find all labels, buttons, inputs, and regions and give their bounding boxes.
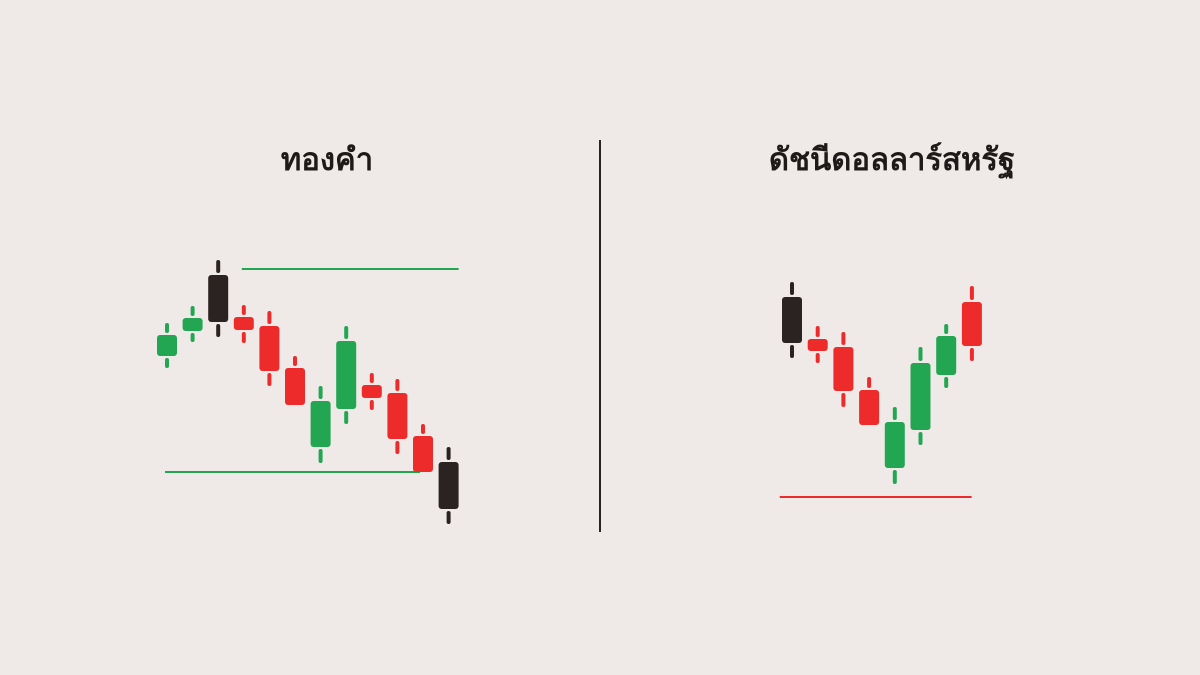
candle (936, 324, 957, 388)
candle-body (310, 401, 331, 447)
candle-body (233, 317, 254, 330)
candle (157, 323, 177, 368)
candle (310, 386, 331, 463)
candle (361, 373, 382, 410)
candle (884, 407, 905, 484)
chart-title-gold: ทองคำ (280, 142, 374, 178)
candle (285, 356, 305, 405)
candle-body (413, 436, 433, 472)
candle-body (936, 336, 957, 375)
candle-body (157, 335, 177, 356)
candle (233, 305, 254, 343)
candle (387, 379, 408, 454)
candle (259, 311, 280, 386)
candle-body (208, 275, 229, 322)
candle-body (361, 385, 382, 398)
candle-body (285, 368, 305, 405)
candle-body (438, 462, 459, 509)
candle-body (336, 341, 357, 409)
candle (782, 282, 802, 358)
candle (807, 326, 828, 363)
candle (413, 424, 433, 472)
candle (336, 326, 357, 424)
candle (833, 332, 854, 407)
candle (208, 260, 229, 337)
candle-body (387, 393, 408, 439)
candle-body (884, 422, 905, 468)
candle-body (910, 363, 931, 430)
chart-title-dollar-index: ดัชนีดอลลาร์สหรัฐ (768, 142, 1016, 178)
candle-body (782, 297, 802, 343)
candle (182, 306, 203, 342)
candle-body (182, 318, 203, 331)
divider (599, 140, 601, 532)
candle-body (961, 302, 982, 346)
candle (910, 347, 931, 445)
candle-body (833, 347, 854, 391)
candle-body (807, 339, 828, 351)
candle (961, 286, 982, 361)
candle-body (859, 390, 880, 425)
candle (859, 377, 880, 425)
candle (438, 447, 459, 524)
candle-body (259, 326, 280, 371)
